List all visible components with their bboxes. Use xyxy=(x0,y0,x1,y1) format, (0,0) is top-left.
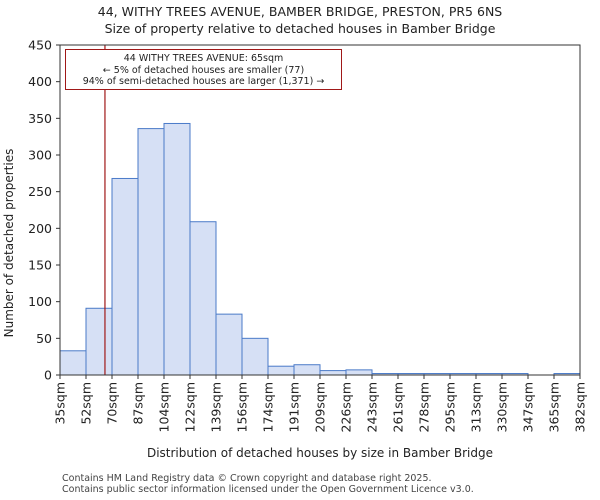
bar-35sqm xyxy=(59,350,87,376)
bar-70sqm xyxy=(111,177,139,376)
y-tick-label: 400 xyxy=(28,74,52,89)
y-tick-label: 150 xyxy=(28,258,52,273)
x-axis-label: Distribution of detached houses by size … xyxy=(147,446,493,460)
x-tick-label: 365sqm xyxy=(547,382,562,432)
y-axis-label: Number of detached properties xyxy=(2,149,16,338)
x-tick-label: 104sqm xyxy=(157,382,172,432)
annotation-line-3: 94% of semi-detached houses are larger (… xyxy=(82,76,325,87)
y-tick-label: 0 xyxy=(44,368,52,383)
bar-104sqm xyxy=(163,122,191,376)
chart-subtitle: Size of property relative to detached ho… xyxy=(104,21,496,36)
y-tick-label: 350 xyxy=(28,111,52,126)
footer-line-1: Contains HM Land Registry data © Crown c… xyxy=(62,473,432,484)
x-tick-label: 52sqm xyxy=(79,382,94,425)
x-tick-label: 122sqm xyxy=(183,382,198,432)
x-tick-label: 191sqm xyxy=(287,382,302,432)
footer-line-2: Contains public sector information licen… xyxy=(62,483,474,495)
annotation-box: 44 WITHY TREES AVENUE: 65sqm ← 5% of det… xyxy=(65,49,342,90)
x-tick-label: 226sqm xyxy=(339,382,354,432)
bar-139sqm xyxy=(215,313,243,376)
bar-174sqm xyxy=(267,365,295,376)
bar-87sqm xyxy=(137,128,165,376)
y-tick-label: 100 xyxy=(28,294,52,309)
bar-191sqm xyxy=(293,364,321,376)
x-tick-label: 209sqm xyxy=(313,382,328,432)
bar-226sqm xyxy=(345,369,373,376)
x-tick-label: 382sqm xyxy=(573,382,588,432)
bar-52sqm xyxy=(85,307,113,376)
y-tick-label: 450 xyxy=(28,38,52,53)
x-tick-label: 174sqm xyxy=(261,382,276,432)
y-tick-label: 250 xyxy=(28,184,52,199)
y-tick-label: 200 xyxy=(28,221,52,236)
annotation-line-2: ← 5% of detached houses are smaller (77) xyxy=(102,64,305,76)
x-tick-label: 261sqm xyxy=(391,382,406,432)
x-ticks: 35sqm 52sqm 70sqm 87sqm 104sqm 122sqm 139sqm 15… xyxy=(53,375,588,432)
bar-156sqm xyxy=(241,337,269,376)
chart-title: 44, WITHY TREES AVENUE, BAMBER BRIDGE, P… xyxy=(97,4,503,19)
bar-209sqm xyxy=(319,370,347,376)
x-tick-label: 295sqm xyxy=(443,382,458,432)
y-tick-label: 50 xyxy=(36,331,52,346)
x-tick-label: 139sqm xyxy=(209,382,224,432)
x-tick-label: 243sqm xyxy=(365,382,380,432)
x-tick-label: 347sqm xyxy=(521,382,536,432)
bars-layer xyxy=(59,122,581,376)
x-tick-label: 156sqm xyxy=(235,382,250,432)
y-tick-label: 300 xyxy=(28,148,52,163)
x-tick-label: 330sqm xyxy=(495,382,510,432)
x-tick-label: 70sqm xyxy=(105,382,120,425)
bar-122sqm xyxy=(189,221,217,376)
x-tick-label: 278sqm xyxy=(417,382,432,432)
x-tick-label: 87sqm xyxy=(131,382,146,425)
annotation-line-1: 44 WITHY TREES AVENUE: 65sqm xyxy=(123,53,284,64)
y-ticks: 0 50 100 150 200 250 300 350 400 450 xyxy=(28,38,60,383)
footer: Contains HM Land Registry data © Crown c… xyxy=(62,473,474,495)
x-tick-label: 313sqm xyxy=(469,382,484,432)
x-tick-label: 35sqm xyxy=(53,382,68,425)
